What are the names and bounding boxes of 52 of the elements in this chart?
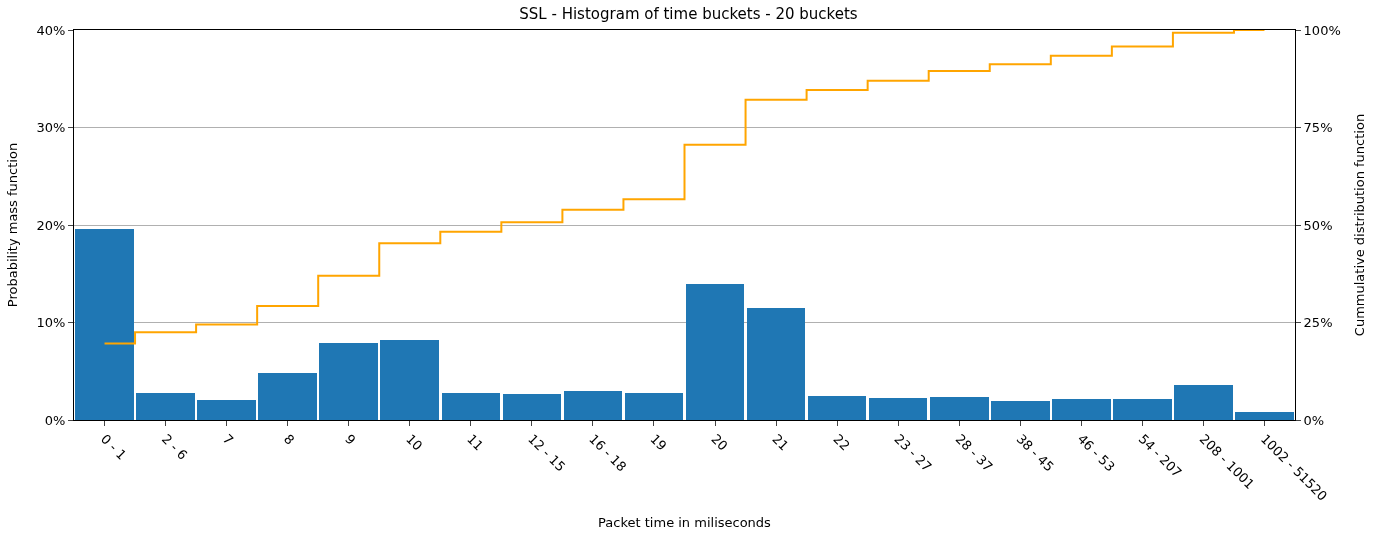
x-tick-label: 11 [464,431,487,454]
bar [564,391,622,420]
x-tick-label: 0 - 1 [97,431,130,463]
y-tick-label: 0% [44,412,66,428]
y-tick-label: 30% [36,120,66,136]
bar [869,398,927,420]
y-tick-label: 20% [36,217,66,233]
x-tick-label: 16 - 18 [586,431,630,475]
x-tick-label: 19 [647,431,670,454]
bar [197,400,256,420]
bar [747,308,805,420]
y2-tick-label: 100% [1303,22,1341,38]
bar [686,284,744,420]
bar [991,401,1050,420]
x-tick-label: 9 [342,431,359,448]
bar [258,373,317,420]
y2-tick-label: 0% [1303,412,1325,428]
bar [442,393,500,420]
x-tick-label: 38 - 45 [1013,431,1057,475]
x-axis-title: Packet time in miliseconds [598,515,772,531]
x-tick-label: 23 - 27 [891,431,935,475]
y2-tick-label: 25% [1303,315,1333,331]
y-tick-label: 10% [36,315,66,331]
x-tick-label: 10 [403,431,426,454]
bar [1052,399,1111,420]
bar [1235,412,1294,420]
bar [380,340,439,420]
y-tick-label: 40% [36,22,66,38]
bar [808,396,866,420]
x-tick-label: 46 - 53 [1074,431,1118,475]
x-tick-label: 2 - 6 [158,431,191,463]
y2-tick-label: 50% [1303,217,1333,233]
bar [1174,385,1233,420]
bar [625,393,683,420]
bar [1113,399,1172,420]
bar [136,393,195,420]
y2-axis-title: Cummulative distribution function [1352,113,1368,337]
chart-title: SSL - Histogram of time buckets - 20 buckets [519,4,858,23]
x-tick-label: 28 - 37 [952,431,996,475]
x-tick-label: 20 [708,431,731,454]
bar [319,343,378,420]
x-tick-label: 8 [280,431,298,448]
x-tick-label: 21 [769,431,792,454]
y-axis-title: Probability mass function [5,142,21,308]
x-tick-label: 12 - 15 [525,431,569,475]
bar [503,394,561,420]
x-tick-label: 54 - 207 [1135,431,1185,481]
y2-tick-label: 75% [1303,120,1333,136]
bar [930,397,989,420]
x-tick-label: 7 [219,431,237,448]
bar [75,229,134,420]
x-tick-label: 22 [830,431,853,454]
